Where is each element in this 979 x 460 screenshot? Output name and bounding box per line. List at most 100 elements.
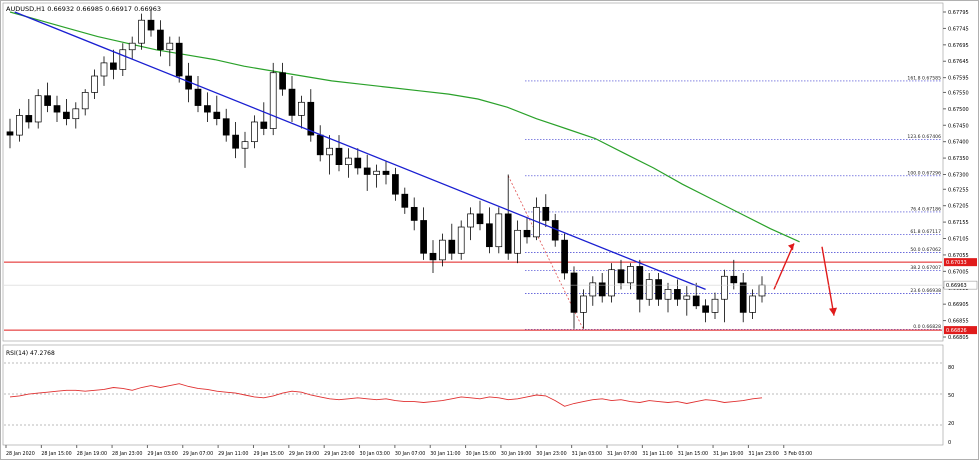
price-tick-label: 0.67595 <box>948 76 969 82</box>
candle-body <box>25 115 33 123</box>
candle-body <box>448 239 456 254</box>
candle-body <box>222 118 230 136</box>
candle-body <box>326 147 333 156</box>
arrow-down-line <box>821 246 835 316</box>
fib-swing-diagonal <box>507 175 584 330</box>
candle-body <box>100 62 108 77</box>
candle-body <box>645 279 653 300</box>
candle-body <box>495 213 503 248</box>
price-tick-label: 0.66855 <box>948 319 969 325</box>
price-tick-label: 0.67550 <box>948 90 969 96</box>
candle-body <box>758 284 766 297</box>
candle-body <box>53 105 61 113</box>
candle-body <box>119 49 127 70</box>
price-tick-label: 0.67300 <box>948 173 969 179</box>
candle-body <box>307 101 315 136</box>
candle-body <box>269 72 277 129</box>
time-tick-label: 30 Jan 23:00 <box>536 451 566 457</box>
time-tick-label: 28 Jan 15:00 <box>41 451 71 457</box>
candle-body <box>44 95 51 106</box>
symbol-title: AUDUSD,H1 0.66932 0.66985 0.66917 0.6696… <box>6 5 161 13</box>
candle-body <box>410 206 418 221</box>
time-tick-label: 31 Jan 15:00 <box>678 451 708 457</box>
candle-body <box>260 121 268 129</box>
fib-level-label: 161.8 0.67585 <box>907 75 941 81</box>
time-tick-label: 29 Jan 07:00 <box>183 451 213 457</box>
price-tick-label: 0.67155 <box>948 220 969 226</box>
arrow-up-line <box>773 243 795 290</box>
price-tick-label: 0.67795 <box>948 10 969 16</box>
candle-body <box>711 298 719 313</box>
candle-body <box>636 266 644 300</box>
candle-body <box>598 282 606 297</box>
candle-body <box>580 295 587 313</box>
price-tick-label: 0.67005 <box>948 269 969 275</box>
candle-body <box>316 134 324 156</box>
fibonacci-swing-line <box>507 175 584 330</box>
candle-body <box>194 88 202 106</box>
time-tick-label: 3 Feb 03:00 <box>784 451 812 457</box>
candle-body <box>514 229 521 254</box>
candle-body <box>345 157 352 166</box>
time-tick-label: 29 Jan 19:00 <box>289 451 319 457</box>
candle-body <box>420 220 427 254</box>
price-tick-label: 0.66905 <box>948 302 969 308</box>
price-tick-label: 0.67695 <box>948 43 969 49</box>
candle-body <box>72 108 80 120</box>
main-price-panel[interactable] <box>2 2 944 342</box>
candle-body <box>373 170 380 175</box>
price-tick-label: 0.66805 <box>948 335 969 341</box>
candle-body <box>204 105 211 113</box>
price-tick-label: 0.67400 <box>948 140 969 146</box>
candle-body <box>561 239 568 274</box>
time-tick-label: 28 Jan 23:00 <box>112 451 142 457</box>
candle-body <box>655 279 662 300</box>
candle-body <box>63 111 70 120</box>
time-tick-label: 29 Jan 15:00 <box>253 451 283 457</box>
level-price-box <box>944 326 977 335</box>
candle-body <box>457 226 465 254</box>
candle-body <box>166 42 174 51</box>
candle-body <box>16 115 23 136</box>
time-tick-label: 31 Jan 07:00 <box>607 451 637 457</box>
current-price-label: 0.66963 <box>946 283 967 289</box>
price-tick-label: 0.67645 <box>948 59 969 65</box>
fib-level-label: 38.2 0.67007 <box>910 265 941 271</box>
candle-body <box>298 101 305 116</box>
arrow-down-head <box>829 307 837 316</box>
rsi-level-label: 50 <box>948 393 954 399</box>
candle-body <box>213 111 221 120</box>
candle-body <box>279 72 286 90</box>
fib-level-label: 61.8 0.67117 <box>910 229 941 235</box>
price-tick-label: 0.67105 <box>948 237 969 243</box>
rsi-line <box>9 383 763 407</box>
candle-body <box>674 289 681 300</box>
candle-body <box>392 174 399 195</box>
rsi-level-label: 0 <box>948 440 951 446</box>
time-tick-label: 30 Jan 15:00 <box>466 451 496 457</box>
arrow-up-head <box>788 243 794 251</box>
fib-level-label: 76.4 0.67186 <box>910 206 941 212</box>
time-tick-label: 31 Jan 23:00 <box>748 451 778 457</box>
price-tick-label: 0.67500 <box>948 107 969 113</box>
price-tick-label: 0.67350 <box>948 156 969 162</box>
time-tick-label: 28 Jan 2020 <box>6 451 35 457</box>
time-tick-label: 31 Jan 19:00 <box>713 451 743 457</box>
candle-body <box>232 134 239 149</box>
candle-body <box>627 266 634 284</box>
candle-body <box>110 62 117 70</box>
candle-body <box>138 19 145 44</box>
candle-body <box>81 92 89 110</box>
price-tick-label: 0.67205 <box>948 204 969 210</box>
candle-body <box>523 229 531 238</box>
time-tick-label: 29 Jan 11:00 <box>218 451 248 457</box>
candle-body <box>692 295 700 307</box>
candle-body <box>721 275 728 300</box>
candle-body <box>382 170 390 175</box>
rsi-panel[interactable] <box>2 344 944 446</box>
price-tick-label: 0.67745 <box>948 26 969 32</box>
fib-level-label: 23.6 0.66938 <box>910 288 941 294</box>
time-tick-label: 30 Jan 03:00 <box>360 451 390 457</box>
candle-body <box>476 213 484 225</box>
